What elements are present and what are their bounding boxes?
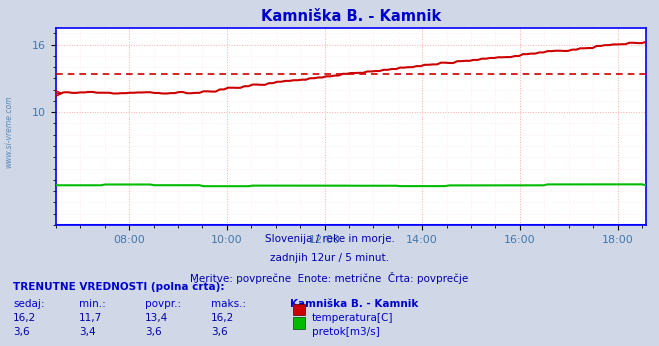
Text: www.si-vreme.com: www.si-vreme.com [4, 95, 13, 168]
Text: 16,2: 16,2 [13, 313, 36, 323]
Text: 3,6: 3,6 [13, 327, 30, 337]
Text: 3,4: 3,4 [79, 327, 96, 337]
Title: Kamniška B. - Kamnik: Kamniška B. - Kamnik [261, 9, 441, 24]
Text: pretok[m3/s]: pretok[m3/s] [312, 327, 380, 337]
Text: 11,7: 11,7 [79, 313, 102, 323]
Text: povpr.:: povpr.: [145, 299, 181, 309]
Text: Meritve: povprečne  Enote: metrične  Črta: povprečje: Meritve: povprečne Enote: metrične Črta:… [190, 272, 469, 284]
Text: 16,2: 16,2 [211, 313, 234, 323]
Text: 3,6: 3,6 [145, 327, 161, 337]
Text: TRENUTNE VREDNOSTI (polna črta):: TRENUTNE VREDNOSTI (polna črta): [13, 282, 225, 292]
Text: zadnjih 12ur / 5 minut.: zadnjih 12ur / 5 minut. [270, 253, 389, 263]
Text: Slovenija / reke in morje.: Slovenija / reke in morje. [264, 234, 395, 244]
Text: temperatura[C]: temperatura[C] [312, 313, 393, 323]
Text: 13,4: 13,4 [145, 313, 168, 323]
Text: 3,6: 3,6 [211, 327, 227, 337]
Text: Kamniška B. - Kamnik: Kamniška B. - Kamnik [290, 299, 418, 309]
Text: min.:: min.: [79, 299, 106, 309]
Text: maks.:: maks.: [211, 299, 246, 309]
Text: sedaj:: sedaj: [13, 299, 45, 309]
